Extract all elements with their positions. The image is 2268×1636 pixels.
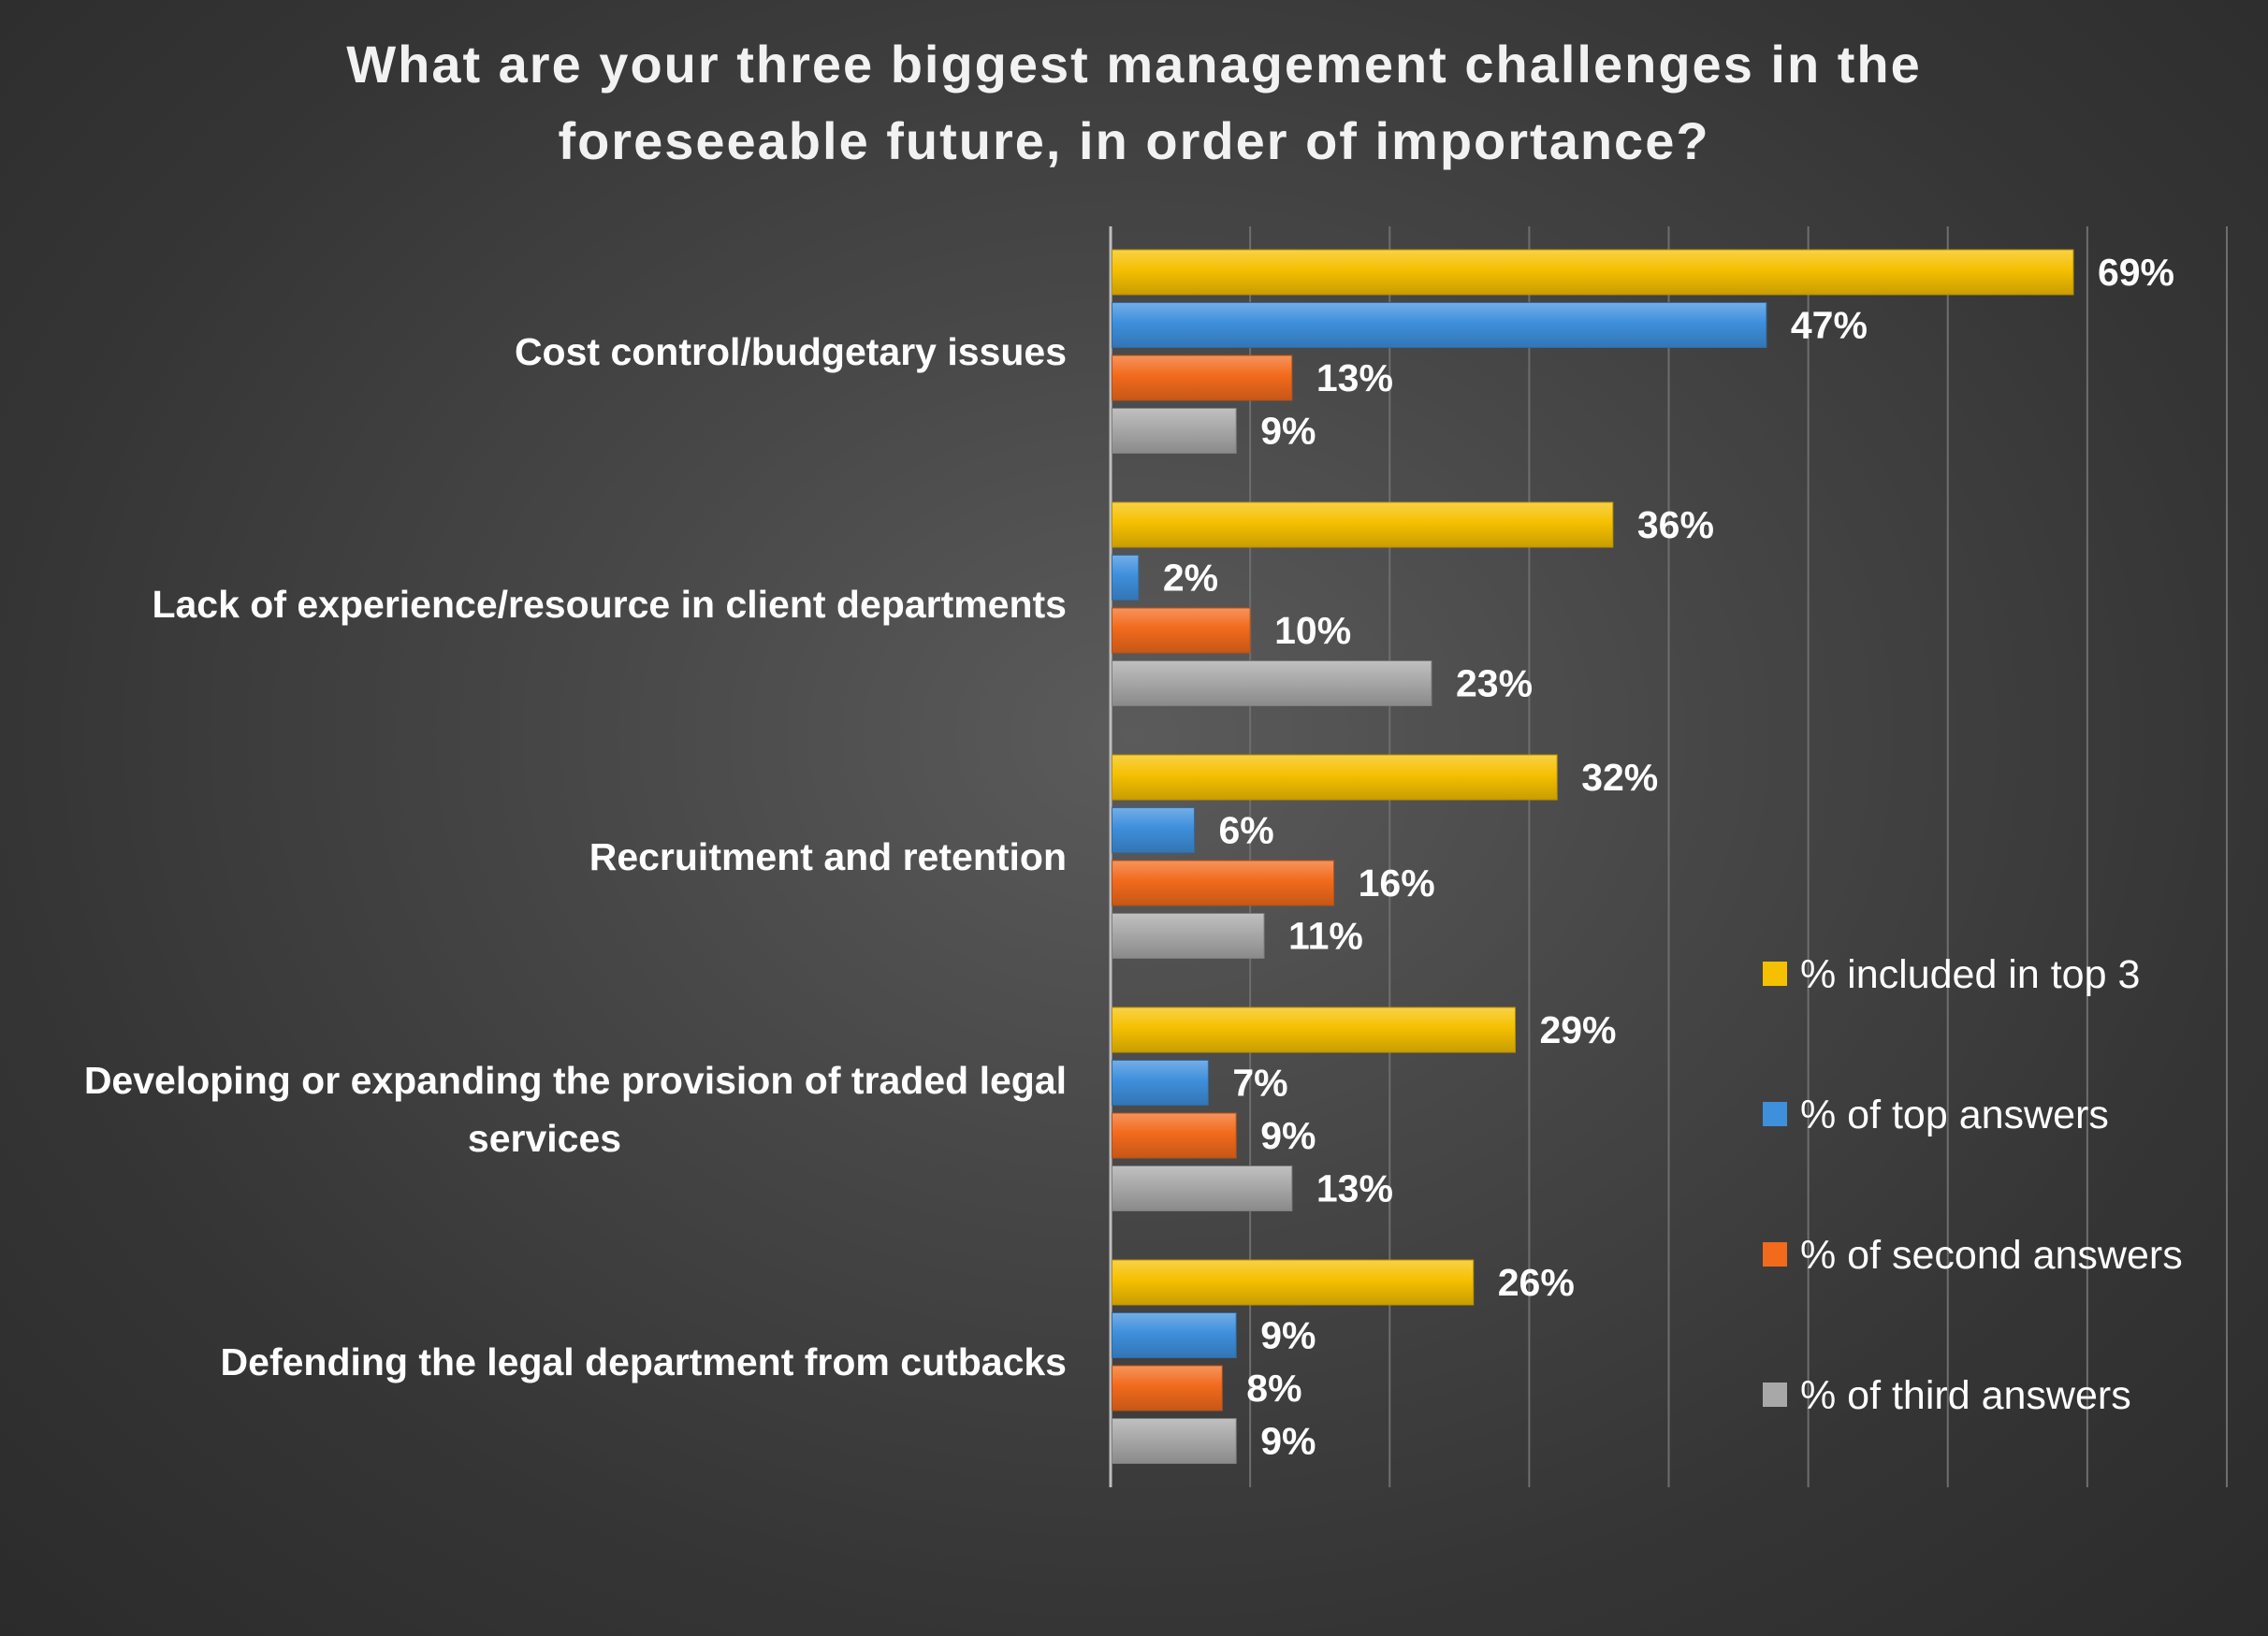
data-label: 47% [1791, 304, 1868, 347]
bar [1112, 607, 1251, 654]
bar [1112, 1060, 1209, 1106]
bar [1112, 1165, 1293, 1211]
data-label: 13% [1316, 1167, 1393, 1210]
legend-swatch [1763, 962, 1787, 986]
legend-label: % of top answers [1800, 1093, 2109, 1137]
category-label: services [468, 1117, 621, 1160]
chart-title-line: foreseeable future, in order of importan… [558, 111, 1709, 170]
data-label: 9% [1260, 410, 1316, 453]
bar [1112, 754, 1558, 801]
bar [1112, 807, 1195, 853]
gridlines [1109, 226, 2228, 1487]
category-label: Cost control/budgetary issues [515, 330, 1067, 373]
bar [1112, 1418, 1237, 1464]
data-label: 32% [1581, 756, 1658, 799]
legend-label: % of third answers [1800, 1373, 2131, 1418]
category-label: Defending the legal department from cutb… [221, 1340, 1067, 1383]
data-label: 9% [1260, 1114, 1316, 1157]
bar [1112, 860, 1335, 906]
data-label: 69% [2098, 251, 2174, 294]
bars [1112, 249, 2074, 1464]
data-label: 2% [1163, 557, 1218, 600]
bar [1112, 501, 1614, 548]
bar [1112, 1112, 1237, 1159]
category-label: Recruitment and retention [589, 835, 1067, 878]
data-label: 36% [1637, 503, 1714, 546]
data-label: 9% [1260, 1314, 1316, 1357]
data-label: 11% [1288, 915, 1363, 958]
data-labels: 69%47%13%9%36%2%10%23%32%6%16%11%29%7%9%… [1163, 251, 2174, 1463]
category-labels: Cost control/budgetary issues Lack of exp… [84, 330, 1067, 1383]
category-label: Lack of experience/resource in client de… [152, 583, 1067, 626]
chart-title-line: What are your three biggest management c… [346, 35, 1921, 94]
data-label: 6% [1218, 809, 1273, 852]
legend-label: % included in top 3 [1800, 952, 2140, 997]
data-label: 29% [1539, 1008, 1616, 1051]
chart-title: What are your three biggest management c… [346, 35, 1921, 170]
bar [1112, 913, 1265, 959]
data-label: 13% [1316, 356, 1393, 399]
bar [1112, 1312, 1237, 1358]
data-label: 10% [1274, 609, 1351, 652]
data-label: 8% [1246, 1367, 1301, 1410]
legend-swatch [1763, 1383, 1787, 1407]
bar [1112, 302, 1767, 348]
bar [1112, 1006, 1516, 1053]
legend-swatch [1763, 1102, 1787, 1126]
legend: % included in top 3 % of top answers % of … [1763, 952, 2183, 1418]
bar [1112, 408, 1237, 454]
data-label: 9% [1260, 1420, 1316, 1463]
bar [1112, 660, 1432, 706]
legend-swatch [1763, 1242, 1787, 1267]
bar [1112, 249, 2074, 296]
bar [1112, 1259, 1475, 1306]
bar [1112, 355, 1293, 401]
data-label: 16% [1359, 861, 1435, 905]
bar [1112, 555, 1140, 601]
category-label: Developing or expanding the provision of… [84, 1059, 1067, 1102]
legend-label: % of second answers [1800, 1233, 2183, 1278]
bar [1112, 1365, 1223, 1412]
data-label: 26% [1498, 1261, 1575, 1304]
data-label: 23% [1456, 662, 1533, 705]
data-label: 7% [1232, 1062, 1287, 1105]
